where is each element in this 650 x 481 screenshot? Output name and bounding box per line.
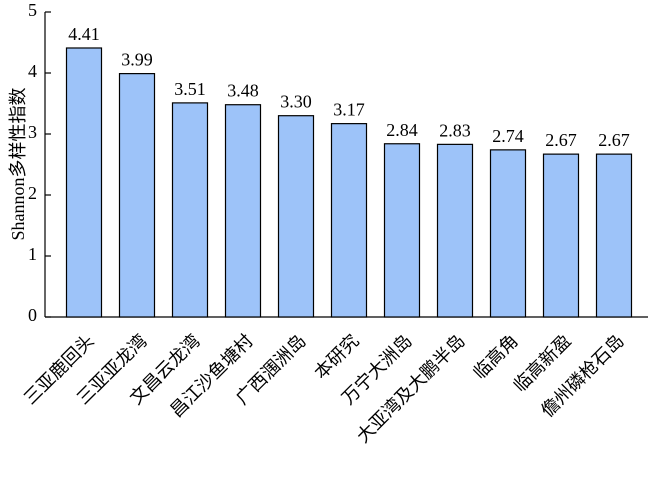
bar bbox=[383, 143, 421, 318]
value-label: 2.84 bbox=[386, 120, 418, 140]
bar bbox=[118, 73, 156, 318]
value-label: 2.67 bbox=[545, 130, 577, 150]
bar bbox=[542, 153, 580, 318]
x-tick-label: 本研究 bbox=[310, 331, 362, 383]
y-axis-label: Shannon多样性指数 bbox=[8, 88, 28, 241]
y-tick-label: 1 bbox=[28, 244, 37, 264]
bar bbox=[224, 104, 262, 318]
value-label: 3.30 bbox=[280, 92, 312, 112]
value-label: 3.51 bbox=[174, 79, 206, 99]
value-label: 2.74 bbox=[492, 126, 524, 146]
value-label: 3.99 bbox=[121, 50, 153, 70]
y-tick-label: 4 bbox=[28, 61, 37, 81]
bar bbox=[277, 115, 315, 318]
bar bbox=[171, 102, 209, 318]
bar bbox=[595, 153, 633, 318]
y-tick-label: 5 bbox=[28, 0, 37, 20]
bar bbox=[65, 47, 103, 318]
value-label: 2.83 bbox=[439, 120, 471, 140]
value-label: 2.67 bbox=[598, 130, 630, 150]
value-label: 3.17 bbox=[333, 100, 365, 120]
y-tick-label: 2 bbox=[28, 183, 37, 203]
value-label: 3.48 bbox=[227, 81, 259, 101]
value-label: 4.41 bbox=[68, 24, 100, 44]
y-tick-label: 0 bbox=[28, 305, 37, 325]
x-tick-label: 临高角 bbox=[469, 331, 521, 383]
y-tick-label: 3 bbox=[28, 122, 37, 142]
bar bbox=[436, 143, 474, 318]
bar bbox=[489, 149, 527, 318]
bar bbox=[330, 123, 368, 318]
